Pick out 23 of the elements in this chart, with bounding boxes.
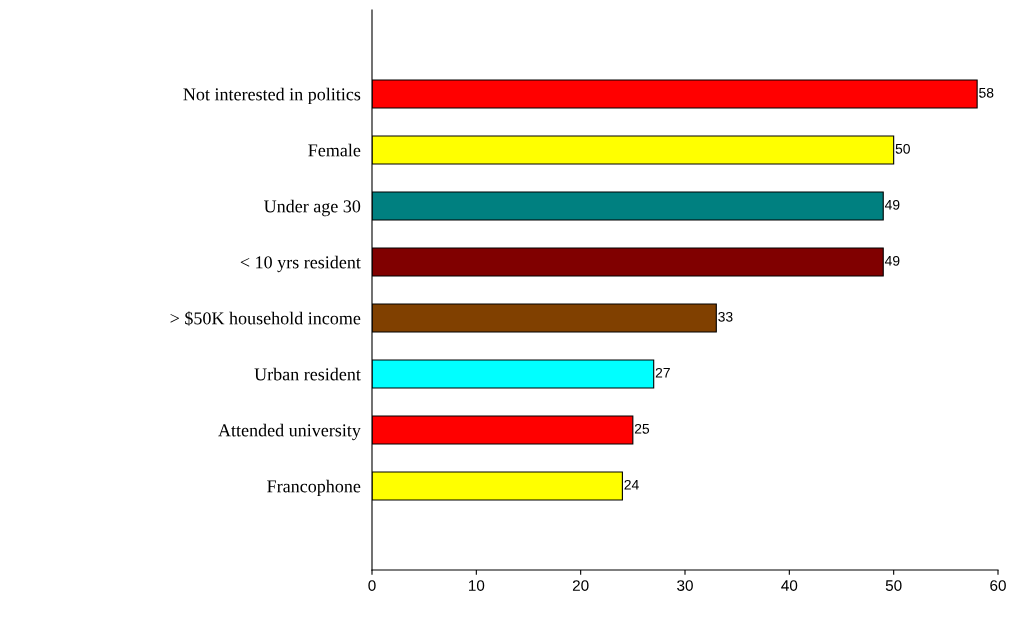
data-label: 25 (634, 423, 650, 434)
x-tick-label: 0 (368, 580, 376, 591)
data-label: 27 (655, 367, 670, 378)
data-label: 33 (718, 311, 733, 322)
data-label: 24 (624, 479, 639, 490)
y-tick-label: Urban resident (254, 367, 361, 381)
y-tick-label: Attended university (218, 423, 361, 441)
y-tick-label: Not interested in politics (183, 87, 361, 105)
x-tick-label: 40 (781, 580, 798, 591)
x-tick-label: 10 (469, 580, 485, 591)
y-tick-label: < 10 yrs resident (240, 255, 361, 273)
y-tick-label: Under age 30 (264, 199, 361, 217)
y-tick-label: Francophone (267, 479, 361, 497)
x-tick-label: 30 (677, 580, 693, 591)
data-label: 49 (884, 255, 900, 266)
x-tick-label: 50 (885, 580, 902, 591)
data-label: 58 (979, 87, 994, 98)
y-tick-label: Female (308, 143, 361, 157)
x-tick-label: 60 (990, 580, 1006, 591)
data-label: 49 (884, 199, 900, 210)
x-tick-label: 20 (572, 580, 589, 591)
y-tick-label: > $50K household income (170, 311, 361, 326)
data-label: 50 (895, 143, 910, 154)
